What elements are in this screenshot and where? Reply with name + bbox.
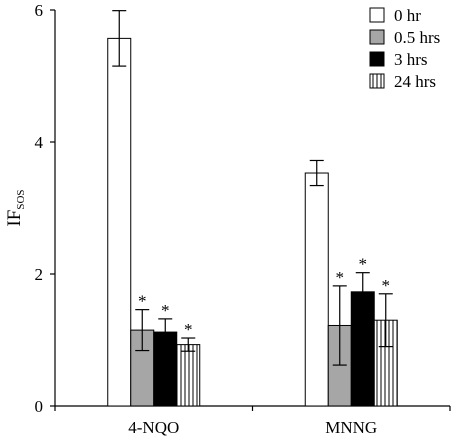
error-bar xyxy=(158,318,173,346)
y-tick-label: 4 xyxy=(35,133,44,152)
legend: 0 hr 0.5 hrs 3 hrs 24 hrs xyxy=(369,6,440,91)
error-bar xyxy=(112,10,127,67)
error-bar xyxy=(332,285,347,366)
legend-item: 0.5 hrs xyxy=(369,28,440,47)
x-category-label: 4-NQO xyxy=(128,418,179,437)
legend-swatch xyxy=(369,73,385,89)
y-tick-label: 2 xyxy=(35,265,44,284)
significance-marker: * xyxy=(138,292,147,311)
legend-label: 3 hrs xyxy=(394,50,428,69)
significance-marker: * xyxy=(336,268,345,287)
error-bar xyxy=(181,337,196,352)
significance-marker: * xyxy=(161,301,170,320)
significance-marker: * xyxy=(382,276,391,295)
legend-swatch xyxy=(369,7,385,23)
y-tick-label: 6 xyxy=(35,1,44,20)
y-tick-label: 0 xyxy=(35,397,44,416)
legend-label: 0.5 hrs xyxy=(394,28,440,47)
significance-marker: * xyxy=(184,320,193,339)
error-bar xyxy=(309,159,324,187)
bars: * * * * * * xyxy=(107,10,398,407)
y-axis-title-main: IF xyxy=(4,210,25,227)
error-bar xyxy=(135,309,150,352)
legend-swatch xyxy=(369,29,385,45)
error-bar xyxy=(378,293,393,348)
bar xyxy=(304,172,329,407)
legend-label: 24 hrs xyxy=(394,72,436,91)
svg-text:IFSOS: IFSOS xyxy=(4,189,27,226)
bar xyxy=(107,37,132,407)
y-axis-title: IFSOS xyxy=(4,189,27,226)
legend-item: 0 hr xyxy=(369,6,421,25)
y-axis-title-subscript: SOS xyxy=(15,189,27,209)
error-bar xyxy=(355,272,370,312)
legend-swatch xyxy=(369,51,385,67)
y-axis: 0 2 4 6 xyxy=(35,1,56,416)
bar xyxy=(176,344,201,407)
x-category-label: MNNG xyxy=(325,418,377,437)
legend-label: 0 hr xyxy=(394,6,421,25)
legend-item: 24 hrs xyxy=(369,72,436,91)
x-axis: 4-NQO MNNG xyxy=(54,405,451,437)
legend-item: 3 hrs xyxy=(369,50,428,69)
significance-marker: * xyxy=(359,255,368,274)
